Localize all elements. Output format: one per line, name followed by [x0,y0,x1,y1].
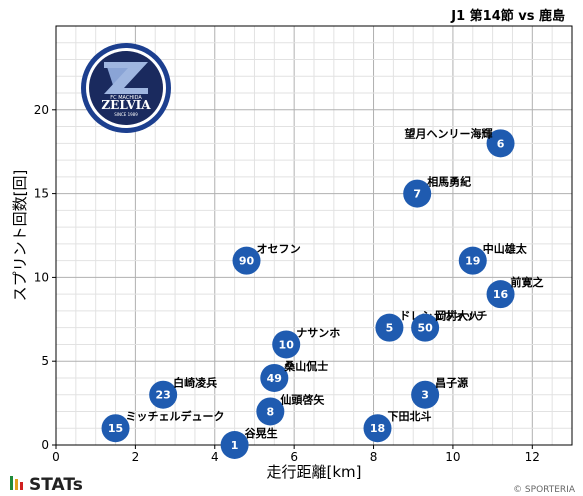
player-number: 50 [417,322,433,335]
player-number: 15 [108,422,123,435]
footer-copyright: © SPORTERIA [513,485,576,495]
player-number: 16 [493,288,509,301]
player-name: 中山雄太 [483,242,528,256]
player-number: 5 [386,322,394,335]
logo-name-text: ZELVIA [101,98,151,112]
player-number: 6 [497,137,505,150]
player-number: 7 [413,188,421,201]
player-name: 白崎凌兵 [173,376,217,390]
player-name: ナサンホ [296,326,340,339]
player-name: 昌子源 [435,376,468,390]
x-axis-label: 走行距離[km] [266,463,361,481]
player-name: 望月ヘンリー海輝 [405,126,493,140]
y-tick-label: 0 [41,438,49,452]
player-number: 1 [231,439,239,452]
player-point: 1 谷晃生 [220,426,278,459]
x-tick-label: 6 [290,450,298,464]
chart-title: J1 第14節 vs 鹿島 [450,8,565,24]
logo-top-text: FC MACHIDA [110,95,142,101]
player-name: 谷晃生 [245,426,278,440]
player-marker [411,380,440,409]
player-number: 19 [465,255,480,268]
x-tick-label: 8 [370,450,378,464]
player-marker [149,380,178,409]
y-tick-label: 5 [41,354,49,368]
player-number: 18 [370,422,385,435]
player-marker [232,246,261,275]
player-number: 10 [279,338,295,351]
player-marker [486,129,515,158]
player-number: 49 [267,372,282,385]
y-tick-label: 15 [34,187,49,201]
player-marker [256,397,285,426]
player-name: 岡村大八 [435,309,480,323]
x-axis-ticks: 0 2 4 6 8 10 12 [52,445,540,464]
player-number: 3 [421,389,429,402]
player-marker [403,179,432,208]
team-logo: FC MACHIDA ZELVIA SINCE 1989 [81,43,171,133]
player-marker [220,431,249,459]
player-name: オセフン [257,243,301,256]
footer-brand: STATs [29,475,83,495]
player-number: 90 [239,255,255,268]
player-marker [486,280,515,309]
player-point: 3 昌子源 [411,376,468,409]
player-marker [375,313,404,342]
y-axis-ticks: 0 5 10 15 20 [34,103,56,452]
player-marker [458,246,487,275]
player-marker [363,414,392,443]
x-tick-label: 10 [445,450,460,464]
player-name: 仙頭啓矢 [280,392,325,406]
player-point: 8 仙頭啓矢 [256,392,325,426]
player-name: ミッチェルデューク [126,409,225,423]
plot-frame [55,25,573,446]
player-number: 23 [156,389,171,402]
player-marker [260,363,289,392]
x-tick-label: 4 [211,450,219,464]
player-name: 相馬勇紀 [427,175,471,189]
x-tick-label: 12 [525,450,540,464]
player-marker [411,313,440,342]
logo-z-mark [104,62,148,94]
player-point: 7 相馬勇紀 [403,175,471,208]
player-name: 桑山侃士 [283,359,328,373]
player-point: 6 望月ヘンリー海輝 [405,126,515,158]
player-marker [101,414,130,443]
footer-brand-logo: STATs [10,475,83,495]
player-name: 下田北斗 [388,409,432,423]
player-marker [272,330,301,359]
logo-since-text: SINCE 1989 [114,112,138,117]
y-tick-label: 20 [34,103,49,117]
data-points: 6望月ヘンリー海輝7相馬勇紀90オセフン19中山雄太16前寛之5ドレシェヴィッチ… [101,126,544,459]
x-tick-label: 0 [52,450,60,464]
y-axis-label: スプリント回数[回] [11,170,29,302]
stats-bar-green [10,476,13,490]
y-tick-label: 10 [34,270,49,284]
player-number: 8 [267,405,275,418]
x-tick-label: 2 [132,450,140,464]
stats-bar-yellow [15,479,18,490]
stats-bar-red [20,482,23,490]
player-name: 前寛之 [511,275,544,289]
